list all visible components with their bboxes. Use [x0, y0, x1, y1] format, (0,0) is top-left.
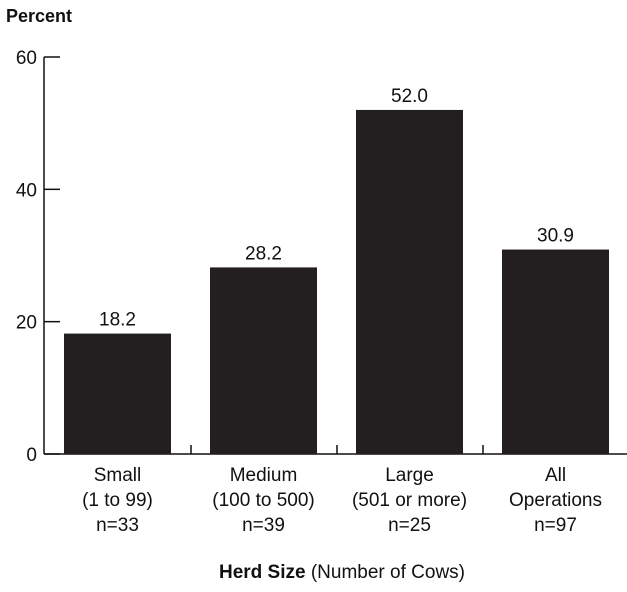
- bars: [64, 109, 609, 454]
- bar: [210, 267, 317, 454]
- category-label: Operations: [509, 490, 602, 511]
- category-label: (1 to 99): [82, 490, 153, 511]
- y-axis-title: Percent: [6, 6, 72, 26]
- y-tick-label: 40: [16, 180, 37, 201]
- y-tick-label: 0: [26, 445, 37, 466]
- category-label: (100 to 500): [212, 490, 314, 511]
- category-label: Large: [385, 465, 434, 486]
- y-tick-label: 20: [16, 313, 37, 334]
- x-axis-title-rest: (Number of Cows): [306, 562, 465, 583]
- data-label: 18.2: [99, 310, 136, 331]
- x-axis-title: Herd Size (Number of Cows): [219, 562, 465, 583]
- data-label: 30.9: [537, 226, 574, 247]
- category-label: Small: [94, 465, 142, 486]
- category-label: n=25: [388, 515, 431, 536]
- category-label: All: [545, 465, 566, 486]
- y-tick-label: 60: [16, 48, 37, 69]
- data-label: 52.0: [391, 86, 428, 107]
- category-label: (501 or more): [352, 490, 467, 511]
- bar: [502, 249, 609, 454]
- x-axis-title-bold: Herd Size: [219, 562, 306, 583]
- category-label: Medium: [230, 465, 298, 486]
- category-label: n=39: [242, 515, 285, 536]
- category-label: n=33: [96, 515, 139, 536]
- bar: [64, 333, 171, 454]
- labels: 0 20 40 60 18.2 Small (1 to 99) n=33 28.2 Medium (…: [16, 48, 602, 536]
- category-label: n=97: [534, 515, 577, 536]
- bar: [356, 109, 463, 454]
- data-label: 28.2: [245, 243, 282, 264]
